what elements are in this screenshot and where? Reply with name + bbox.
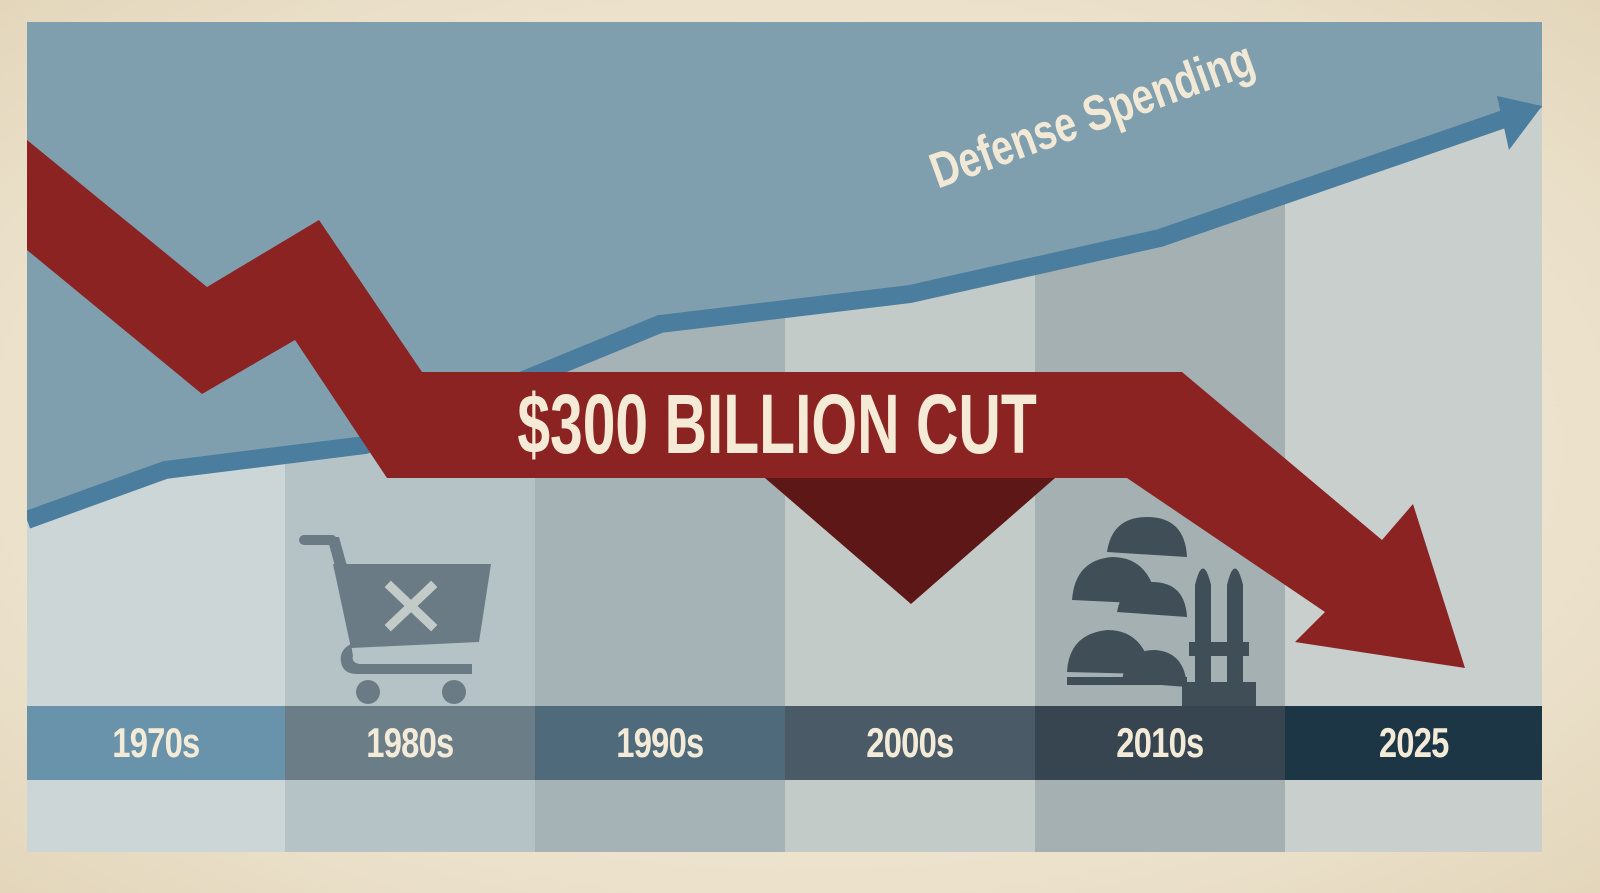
defense-arrowhead-icon — [1497, 96, 1542, 150]
timeline-1990s: 1990s — [535, 706, 785, 780]
timeline-label: 2025 — [1378, 719, 1450, 766]
timeline-label: 1990s — [616, 719, 704, 766]
timeline-2000s: 2000s — [785, 706, 1035, 780]
timeline-2010s: 2010s — [1035, 706, 1285, 780]
chart-panel: 1970s 1980s 1990s 2000s 2010s 2025 $300 … — [27, 22, 1542, 852]
helmets-and-missiles-icon — [1067, 517, 1256, 706]
timeline-1970s: 1970s — [27, 706, 285, 780]
spending-cut-arrow — [27, 140, 1465, 668]
timeline-axis: 1970s 1980s 1990s 2000s 2010s 2025 — [27, 706, 1542, 780]
timeline-label: 2010s — [1116, 719, 1204, 766]
headline-text: $300 BILLION CUT — [517, 376, 1037, 471]
cut-drop-triangle — [765, 478, 1055, 604]
headline-banner-text: $300 BILLION CUT — [467, 374, 1087, 474]
timeline-1980s: 1980s — [285, 706, 535, 780]
shopping-cart-x-icon — [299, 535, 491, 704]
timeline-2025: 2025 — [1285, 706, 1542, 780]
timeline-label: 1980s — [366, 719, 454, 766]
timeline-label: 1970s — [112, 719, 200, 766]
timeline-label: 2000s — [866, 719, 954, 766]
defense-spending-line — [27, 109, 1510, 529]
